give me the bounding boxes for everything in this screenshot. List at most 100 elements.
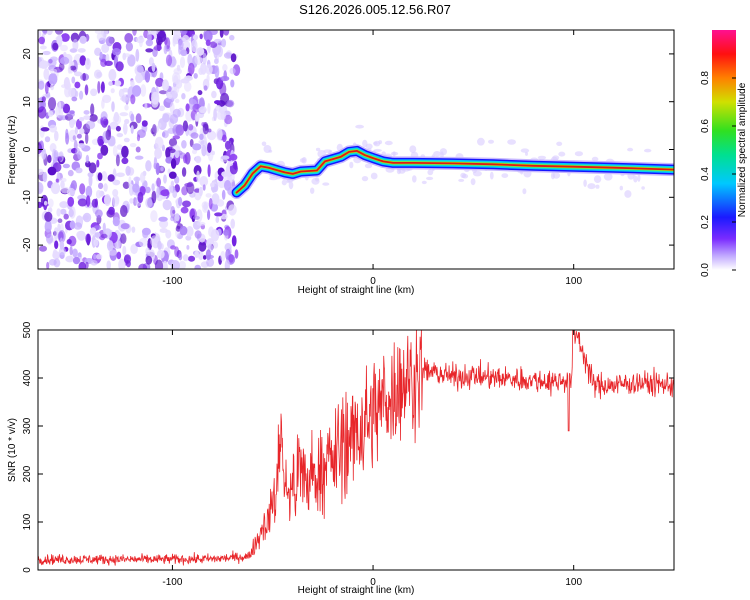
noise-blob [194,230,202,239]
noise-blob [60,180,65,189]
snr-line [38,330,674,566]
noise-blob [145,48,154,53]
noise-blob [181,186,188,196]
noise-blob [207,209,211,221]
noise-blob [101,43,110,54]
noise-blob [85,120,96,130]
noise-blob [224,180,232,191]
noise-blob [38,142,43,155]
noise-blob [74,71,83,77]
noise-blob [88,174,93,187]
noise-blob [62,163,70,169]
noise-blob [200,62,207,75]
noise-blob [222,63,228,72]
haze-blob [373,141,378,145]
noise-blob [155,162,160,175]
noise-blob [75,118,82,130]
noise-blob [78,117,85,122]
noise-blob [165,156,173,164]
noise-blob [38,80,45,90]
x-tick-label: -100 [162,577,182,588]
haze-blob [587,183,596,190]
noise-blob [228,204,237,216]
noise-blob [202,204,209,213]
noise-blob [154,259,164,269]
noise-blob [44,136,51,143]
noise-blob [168,184,174,194]
noise-blob [223,229,230,236]
noise-blob [194,250,199,258]
noise-blob [85,132,89,145]
x-tick-label: -100 [162,276,182,287]
noise-blob [85,154,90,164]
noise-blob [106,240,114,252]
noise-blob [228,254,234,263]
haze-blob [378,140,383,145]
noise-blob [219,82,227,96]
haze-blob [384,140,393,146]
haze-blob [301,157,307,164]
noise-blob [78,261,87,269]
haze-blob [641,186,645,190]
haze-blob [489,171,494,180]
noise-blob [110,88,115,94]
noise-blob [196,47,205,56]
noise-blob [193,34,198,41]
noise-blob [76,230,85,239]
noise-blob [79,90,84,100]
noise-blob [90,103,95,116]
noise-blob [48,198,54,208]
noise-blob [228,137,235,144]
noise-blob [89,114,98,122]
haze-blob [522,188,527,195]
haze-blob [637,174,641,182]
noise-blob [168,171,177,179]
noise-blob [77,48,86,53]
noise-blob [101,99,105,109]
noise-blob [224,243,232,252]
noise-blob [112,194,120,207]
noise-blob [169,148,176,154]
noise-blob [124,104,129,111]
noise-blob [54,130,59,142]
noise-blob [127,54,136,67]
noise-blob [138,237,148,247]
noise-blob [145,197,153,208]
noise-blob [181,93,186,100]
noise-blob [156,30,167,43]
noise-blob [226,99,235,108]
haze-blob [591,156,599,162]
noise-blob [105,36,114,47]
y-tick-label: 300 [22,417,33,434]
noise-blob [172,190,178,198]
haze-blob [315,147,321,152]
haze-blob [281,179,287,186]
noise-blob [108,69,117,81]
haze-blob [421,180,427,185]
haze-blob [365,143,373,150]
haze-blob [558,151,566,157]
noise-blob [134,155,144,160]
noise-blob [60,208,67,215]
noise-blob [60,33,70,42]
noise-blob [234,249,239,259]
noise-blob [221,38,227,48]
noise-blob [165,147,171,159]
noise-blob [194,113,199,122]
noise-blob [145,39,154,47]
haze-blob [470,178,476,186]
noise-blob [172,135,181,140]
noise-blob [151,62,156,72]
noise-blob [47,166,57,176]
colorbar-tick-label: 0.8 [700,71,711,85]
noise-blob [47,110,54,117]
spectrogram-noise-region [38,30,654,269]
noise-blob [38,168,44,176]
noise-blob [41,148,47,160]
noise-blob [141,120,148,127]
noise-blob [217,45,223,58]
noise-blob [156,177,162,188]
noise-blob [165,54,173,67]
noise-blob [79,35,87,44]
noise-blob [198,241,207,252]
